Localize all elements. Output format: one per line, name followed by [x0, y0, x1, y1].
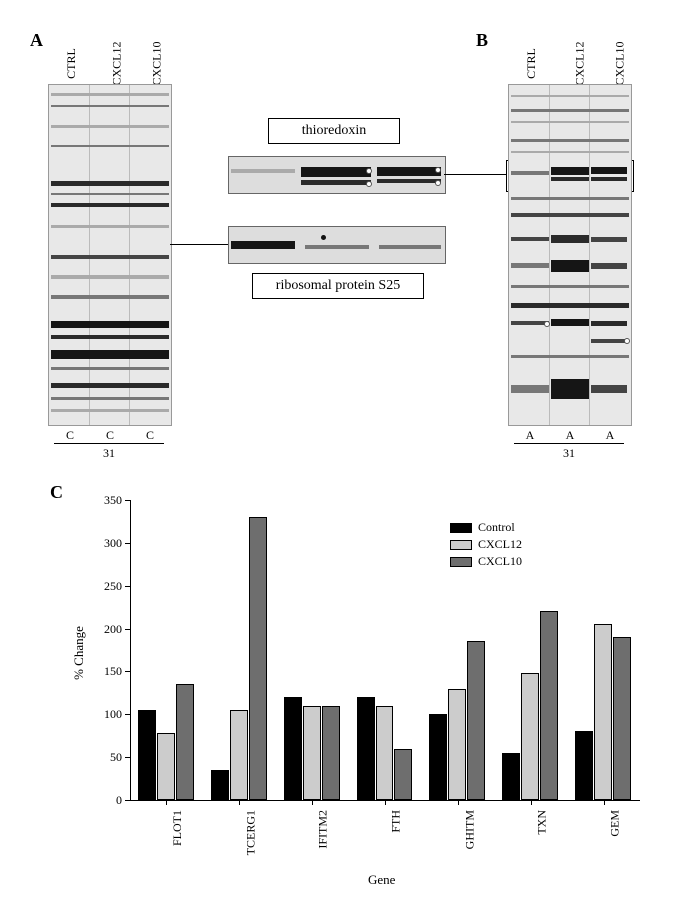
bars-container [130, 500, 640, 800]
panel-c-chart: 0 50 100 150 200 250 300 350 % Change Ge… [80, 500, 640, 880]
x-tick-label: TCERG1 [243, 810, 258, 855]
ytick-350: 350 [86, 493, 122, 508]
bar [467, 641, 485, 800]
ytick-100: 100 [86, 707, 122, 722]
panel-b-lane-cxcl10: CXCL10 [613, 41, 628, 85]
thioredoxin-label: thioredoxin [302, 123, 367, 139]
x-tick-label: IFITM2 [316, 810, 331, 849]
bar [376, 706, 394, 800]
connector-thio-to-b [444, 174, 506, 175]
bar [357, 697, 375, 800]
ytick-50: 50 [92, 750, 122, 765]
s25-label: ribosomal protein S25 [276, 278, 400, 294]
bar [448, 689, 466, 800]
x-tick-label: FLOT1 [170, 810, 185, 846]
panel-b-bottom-a-1: A [520, 428, 540, 443]
x-tick-label: GHITM [462, 810, 477, 849]
legend-cxcl12-label: CXCL12 [478, 537, 522, 552]
s25-gel-strip [228, 226, 446, 264]
panel-a-bottom-c-1: C [60, 428, 80, 443]
bar [138, 710, 156, 800]
xlabels-container: FLOT1 TCERG1 IFITM2 FTH GHITM TXN GEM [130, 800, 640, 880]
bar [230, 710, 248, 800]
x-tick-label: FTH [389, 810, 404, 833]
bar [176, 684, 194, 800]
panel-b-bottom-a-2: A [560, 428, 580, 443]
thioredoxin-gel-strip [228, 156, 446, 194]
ytick-200: 200 [86, 622, 122, 637]
legend-cxcl12: CXCL12 [450, 537, 522, 552]
panel-b-lane-cxcl12: CXCL12 [573, 41, 588, 85]
y-axis-title: % Change [71, 626, 87, 680]
bar [502, 753, 520, 800]
connector-s25-to-a [170, 244, 228, 245]
bar [540, 611, 558, 800]
chart-legend: Control CXCL12 CXCL10 [450, 520, 522, 571]
bar [429, 714, 447, 800]
panel-a-lane-cxcl12: CXCL12 [110, 41, 125, 85]
bar [613, 637, 631, 800]
bar [303, 706, 321, 800]
panel-c-label: C [50, 482, 63, 503]
bar [322, 706, 340, 800]
s25-label-box: ribosomal protein S25 [252, 273, 424, 299]
bar [211, 770, 229, 800]
legend-control: Control [450, 520, 522, 535]
bar [394, 749, 412, 800]
x-tick-label: TXN [535, 810, 550, 835]
panel-a-label: A [30, 30, 43, 51]
bar [157, 733, 175, 800]
ytick-0: 0 [92, 793, 122, 808]
panel-a-bottom-c-3: C [140, 428, 160, 443]
bar [249, 517, 267, 800]
legend-cxcl10-label: CXCL10 [478, 554, 522, 569]
legend-cxcl10: CXCL10 [450, 554, 522, 569]
ytick-250: 250 [86, 579, 122, 594]
ytick-300: 300 [86, 536, 122, 551]
bar [284, 697, 302, 800]
panel-b-bottom-31: 31 [559, 446, 579, 461]
panel-a-lane-ctrl: CTRL [64, 48, 79, 79]
panel-b-bottom-a-3: A [600, 428, 620, 443]
bar [521, 673, 539, 800]
panel-a-gel [48, 84, 172, 426]
bar [594, 624, 612, 800]
panel-b-lane-ctrl: CTRL [524, 48, 539, 79]
panel-b-gel [508, 84, 632, 426]
panel-a-underline [54, 443, 164, 444]
panel-b-underline [514, 443, 624, 444]
panel-a-lane-cxcl10: CXCL10 [150, 41, 165, 85]
panel-a-bottom-31: 31 [99, 446, 119, 461]
ytick-150: 150 [86, 664, 122, 679]
panel-b-label: B [476, 30, 488, 51]
x-tick-label: GEM [608, 810, 623, 837]
thioredoxin-label-box: thioredoxin [268, 118, 400, 144]
bar [575, 731, 593, 800]
legend-control-label: Control [478, 520, 515, 535]
panel-a-bottom-c-2: C [100, 428, 120, 443]
